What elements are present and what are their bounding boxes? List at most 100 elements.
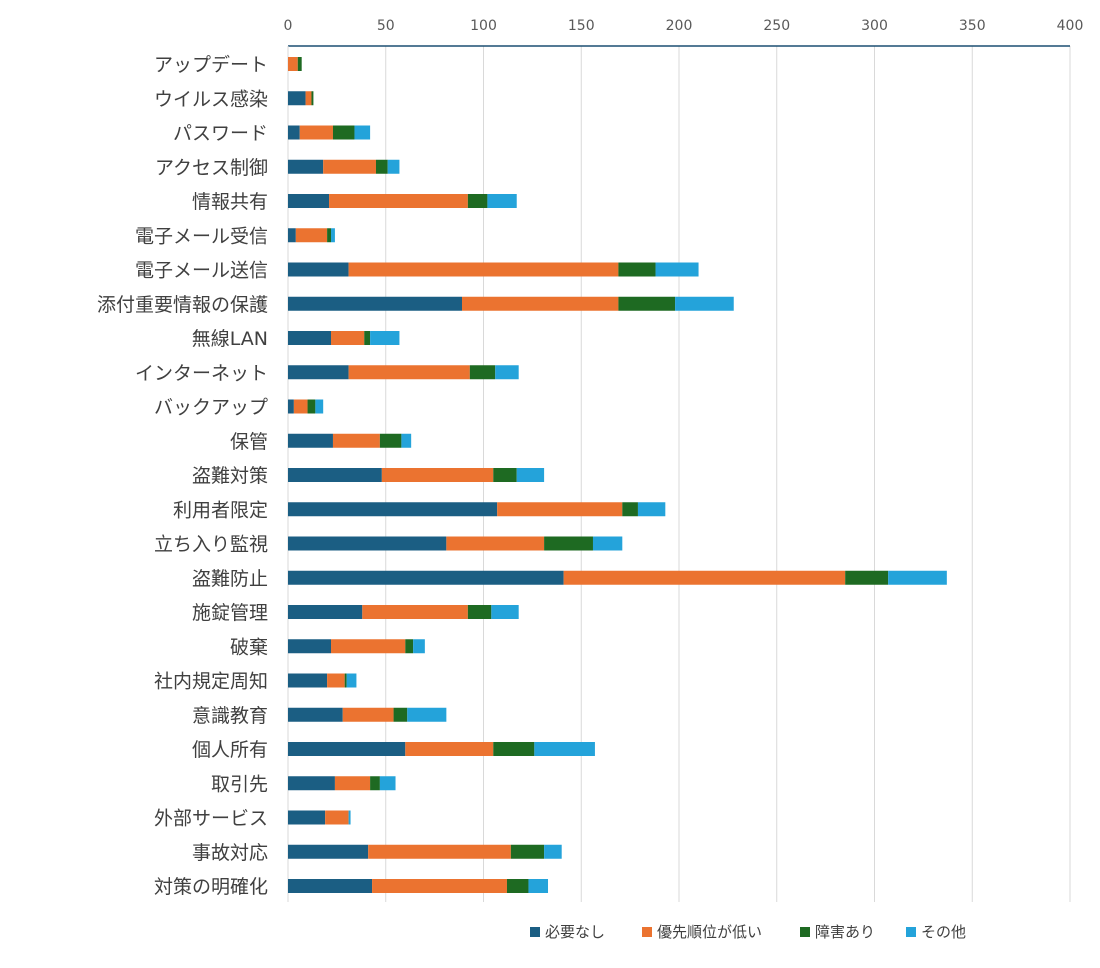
- bar-segment: [491, 605, 519, 619]
- bar-segment: [563, 570, 846, 585]
- bar-segment: [288, 639, 332, 654]
- bar-segment: [407, 707, 447, 722]
- bar-segment: [323, 159, 376, 174]
- category-label: 添付重要情報の保護: [97, 294, 268, 316]
- bar-segment: [288, 502, 498, 517]
- bar-segment: [467, 194, 488, 208]
- bar-segment: [288, 262, 349, 277]
- bar-segment: [288, 879, 373, 893]
- bar-segment: [506, 879, 529, 893]
- legend-entry: 必要なし: [545, 923, 605, 941]
- bar-segment: [544, 536, 593, 551]
- bar-segment: [288, 159, 324, 174]
- category-label: 破棄: [230, 636, 268, 658]
- bar-segment: [332, 433, 380, 448]
- bar-segment: [379, 776, 396, 791]
- bar-segment: [467, 605, 492, 619]
- bar-segment: [315, 399, 324, 414]
- bar-segment: [288, 570, 564, 585]
- bar-segment: [534, 742, 595, 756]
- bar-segment: [288, 91, 306, 106]
- bar-segment: [364, 331, 371, 345]
- bar-segment: [334, 776, 371, 791]
- legend-swatch: [800, 927, 810, 937]
- bar-segment: [332, 125, 355, 140]
- bar-segment: [288, 194, 330, 208]
- bar-segment: [544, 844, 562, 859]
- bar-segment: [446, 536, 545, 551]
- bar-segment: [370, 331, 400, 345]
- category-label: アップデート: [154, 54, 268, 76]
- bar-segment: [362, 605, 468, 619]
- bar-segment: [288, 57, 298, 71]
- bar-segment: [379, 433, 402, 448]
- bar-segment: [325, 810, 349, 825]
- bar-segment: [288, 742, 406, 756]
- bar-segment: [288, 296, 462, 311]
- bar-segment: [372, 879, 507, 893]
- bar-segment: [288, 776, 335, 791]
- bar-segment: [495, 365, 519, 380]
- bar-segment: [342, 707, 394, 722]
- legend-entry: 優先順位が低い: [657, 923, 762, 941]
- category-label: ウイルス感染: [154, 88, 268, 110]
- legend-swatch: [642, 927, 652, 937]
- legend-entry: 障害あり: [815, 923, 875, 941]
- bar-segment: [461, 296, 619, 311]
- category-label: パスワード: [173, 123, 268, 145]
- bar-segment: [469, 365, 496, 380]
- category-label: 個人所有: [192, 739, 268, 761]
- bar-segment: [331, 639, 406, 654]
- bar-segment: [288, 125, 300, 140]
- bar-segment: [510, 844, 545, 859]
- category-label: アクセス制御: [155, 157, 268, 179]
- bar-segment: [675, 296, 734, 311]
- bar-segment: [637, 502, 666, 517]
- x-tick-label: 100: [470, 18, 497, 34]
- bar-segment: [288, 673, 328, 688]
- bar-segment: [655, 262, 699, 277]
- category-label: 無線LAN: [192, 328, 268, 350]
- x-tick-label: 250: [763, 18, 790, 34]
- x-tick-label: 300: [861, 18, 888, 34]
- x-tick-label: 200: [666, 18, 693, 34]
- bar-segment: [288, 228, 296, 243]
- bar-segment: [405, 639, 414, 654]
- bar-segment: [288, 331, 332, 345]
- bar-segment: [288, 433, 333, 448]
- legend-entry: その他: [921, 923, 966, 941]
- bar-segment: [516, 468, 545, 482]
- bar-segment: [888, 570, 947, 585]
- bar-segment: [346, 673, 357, 688]
- bar-segment: [845, 570, 889, 585]
- bar-segment: [493, 468, 517, 482]
- bar-segment: [618, 262, 656, 277]
- bar-segment: [368, 844, 511, 859]
- x-tick-label: 350: [959, 18, 986, 34]
- bar-segment: [331, 331, 365, 345]
- bar-segment: [295, 228, 328, 243]
- bar-segment: [329, 194, 468, 208]
- bar-segment: [297, 57, 302, 71]
- bar-segment: [622, 502, 638, 517]
- bar-segment: [299, 125, 333, 140]
- bar-segment: [288, 365, 349, 380]
- category-label: 電子メール受信: [135, 225, 268, 247]
- legend-swatch: [530, 927, 540, 937]
- bar-segment: [393, 707, 408, 722]
- category-label: 施錠管理: [192, 602, 268, 624]
- category-label: 事故対応: [192, 842, 268, 864]
- bar-segment: [375, 159, 388, 174]
- category-label: 利用者限定: [173, 499, 268, 521]
- legend-swatch: [906, 927, 916, 937]
- category-label: 盗難防止: [192, 568, 268, 590]
- category-label: 立ち入り監視: [154, 534, 268, 556]
- bar-segment: [497, 502, 623, 517]
- bar-segment: [344, 673, 347, 688]
- bar-segment: [493, 742, 535, 756]
- bar-segment: [401, 433, 412, 448]
- category-label: バックアップ: [154, 397, 268, 419]
- bar-segment: [288, 810, 326, 825]
- bar-segment: [288, 468, 382, 482]
